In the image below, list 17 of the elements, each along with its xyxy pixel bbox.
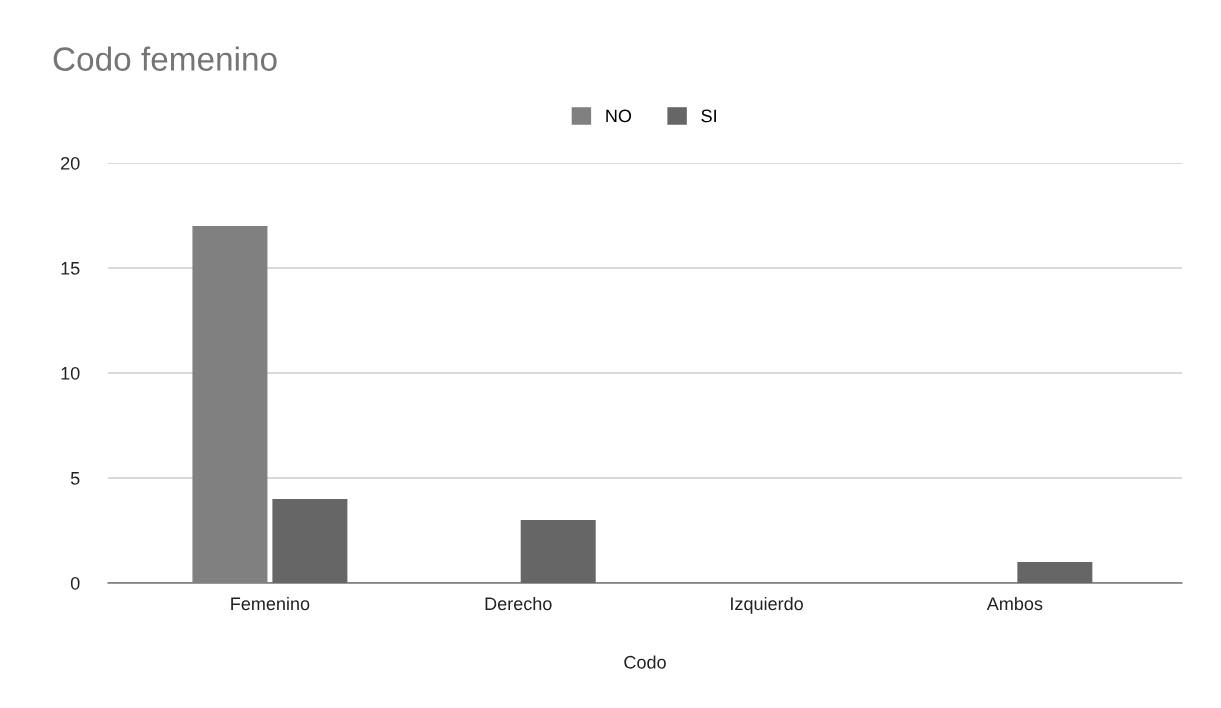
y-tick-label: 20 <box>61 156 80 170</box>
x-tick-label: Femenino <box>231 596 310 611</box>
y-tick-label: 0 <box>70 576 80 590</box>
y-tick-label: 10 <box>61 366 80 380</box>
y-tick-label: 5 <box>70 472 80 485</box>
legend-label: SI <box>701 109 716 123</box>
bar <box>192 226 268 583</box>
bar <box>1017 562 1093 583</box>
x-tick-label: Ambos <box>986 596 1043 611</box>
x-axis-title: Codo <box>624 655 666 669</box>
chart-title: Codo femenino <box>53 46 277 71</box>
x-tick-label: Derecho <box>485 596 552 611</box>
bar <box>520 520 596 583</box>
x-tick-label: Izquierdo <box>731 596 803 614</box>
y-tick-label: 15 <box>61 262 80 275</box>
legend-label: NO <box>606 109 632 123</box>
bar <box>272 499 348 583</box>
